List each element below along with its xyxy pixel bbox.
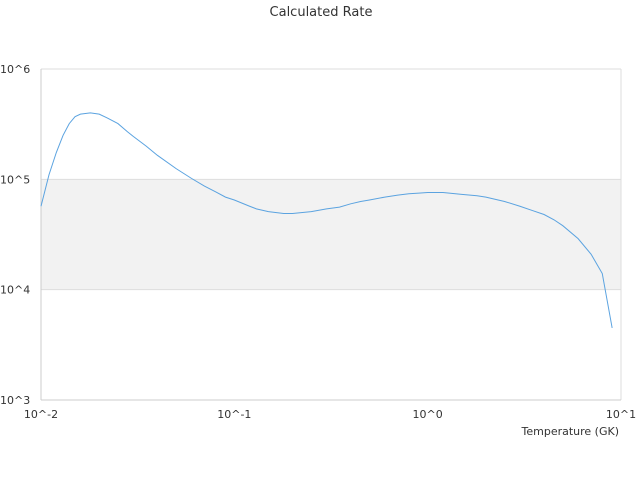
series-line bbox=[40, 112, 613, 329]
y-tick-label: 10^6 bbox=[0, 63, 30, 76]
x-tick-label: 10^1 bbox=[606, 408, 636, 421]
x-axis-title: Temperature (GK) bbox=[521, 425, 620, 438]
x-tick-labels: 10^-2 10^-1 10^0 10^1 bbox=[24, 408, 636, 421]
x-tick-label: 10^-1 bbox=[217, 408, 251, 421]
y-tick-label: 10^3 bbox=[0, 394, 30, 407]
y-tick-label: 10^4 bbox=[0, 284, 30, 297]
y-band bbox=[41, 179, 621, 290]
y-tick-labels: 10^3 10^4 10^5 10^6 bbox=[0, 63, 30, 407]
chart-title: Calculated Rate bbox=[270, 5, 373, 20]
y-tick-label: 10^5 bbox=[0, 173, 30, 186]
axes bbox=[40, 69, 621, 401]
x-tick-label: 10^0 bbox=[413, 408, 443, 421]
x-tick-label: 10^-2 bbox=[24, 408, 58, 421]
